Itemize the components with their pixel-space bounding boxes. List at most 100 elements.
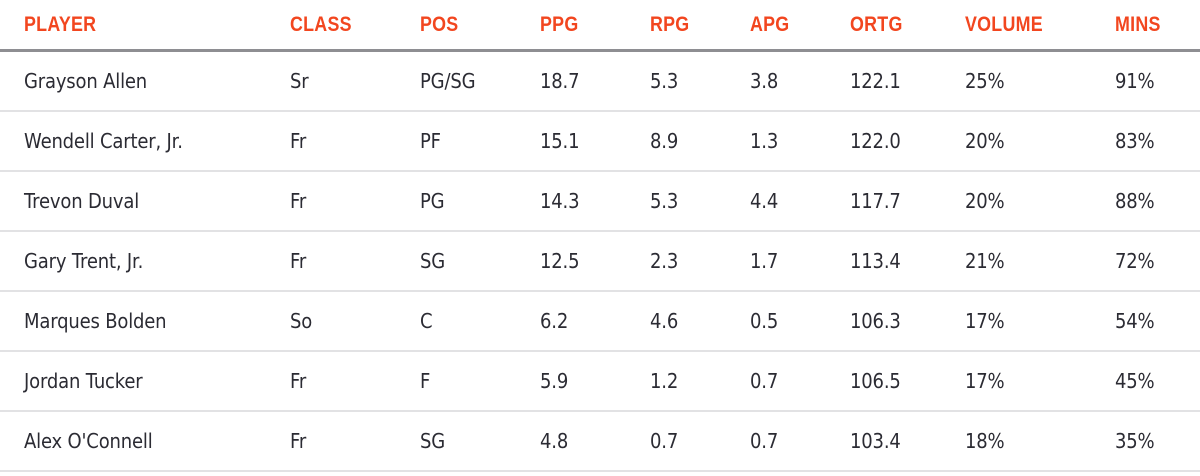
cell-value: 0.7: [650, 429, 679, 453]
column-header-class: CLASS: [290, 0, 420, 52]
cell-value: 45%: [1115, 369, 1155, 393]
cell-ppg: 4.8: [540, 411, 650, 472]
cell-ortg: 113.4: [850, 231, 965, 292]
cell-ortg: 122.0: [850, 111, 965, 172]
cell-player: Jordan Tucker: [0, 351, 290, 412]
cell-ortg: 106.3: [850, 291, 965, 352]
table-row: Gary Trent, Jr. Fr SG 12.5 2.3 1.7 113.4 21% 72%: [0, 231, 1200, 292]
cell-value: PG/SG: [420, 69, 476, 93]
column-header-label: POS: [420, 12, 459, 36]
cell-class: Fr: [290, 111, 420, 172]
cell-ortg: 117.7: [850, 171, 965, 232]
cell-value: 117.7: [850, 189, 901, 213]
cell-value: 72%: [1115, 249, 1155, 273]
cell-value: 88%: [1115, 189, 1155, 213]
cell-apg: 0.7: [750, 351, 850, 412]
cell-pos: PG: [420, 171, 540, 232]
cell-pos: PG/SG: [420, 50, 540, 112]
cell-ppg: 5.9: [540, 351, 650, 412]
cell-rpg: 2.3: [650, 231, 750, 292]
cell-ppg: 15.1: [540, 111, 650, 172]
table-row: Wendell Carter, Jr. Fr PF 15.1 8.9 1.3 122.0 20…: [0, 111, 1200, 172]
cell-value: PG: [420, 189, 445, 213]
column-header-label: APG: [750, 12, 790, 36]
cell-value: Fr: [290, 129, 307, 153]
cell-value: 122.1: [850, 69, 901, 93]
cell-value: 20%: [965, 129, 1005, 153]
cell-value: 4.4: [750, 189, 779, 213]
column-header-player: PLAYER: [0, 0, 290, 52]
cell-apg: 3.8: [750, 50, 850, 112]
cell-mins: 45%: [1115, 351, 1200, 412]
column-header-label: RPG: [650, 12, 690, 36]
cell-ortg: 122.1: [850, 50, 965, 112]
cell-value: 4.8: [540, 429, 569, 453]
table-row: Grayson Allen Sr PG/SG 18.7 5.3 3.8 122.1 25% 91…: [0, 50, 1200, 112]
cell-apg: 4.4: [750, 171, 850, 232]
cell-pos: SG: [420, 411, 540, 472]
cell-value: PF: [420, 129, 441, 153]
table-row: Trevon Duval Fr PG 14.3 5.3 4.4 117.7 20% 88%: [0, 171, 1200, 232]
cell-rpg: 5.3: [650, 50, 750, 112]
cell-value: 4.6: [650, 309, 679, 333]
cell-value: Fr: [290, 429, 307, 453]
table-row: Alex O'Connell Fr SG 4.8 0.7 0.7 103.4 18% 35%: [0, 411, 1200, 472]
cell-player: Grayson Allen: [0, 50, 290, 112]
cell-value: 122.0: [850, 129, 901, 153]
cell-value: Sr: [290, 69, 309, 93]
column-header-label: MINS: [1115, 12, 1161, 36]
column-header-ortg: ORTG: [850, 0, 965, 52]
cell-value: Jordan Tucker: [24, 369, 143, 393]
cell-value: 12.5: [540, 249, 580, 273]
cell-mins: 54%: [1115, 291, 1200, 352]
cell-volume: 20%: [965, 171, 1115, 232]
cell-value: 54%: [1115, 309, 1155, 333]
cell-value: Gary Trent, Jr.: [24, 249, 144, 273]
cell-value: Fr: [290, 189, 307, 213]
cell-value: 3.8: [750, 69, 779, 93]
cell-value: Marques Bolden: [24, 309, 167, 333]
cell-value: 14.3: [540, 189, 580, 213]
cell-value: F: [420, 369, 431, 393]
cell-value: 15.1: [540, 129, 580, 153]
column-header-label: PPG: [540, 12, 579, 36]
cell-player: Wendell Carter, Jr.: [0, 111, 290, 172]
cell-ppg: 14.3: [540, 171, 650, 232]
column-header-pos: POS: [420, 0, 540, 52]
table-row: Jordan Tucker Fr F 5.9 1.2 0.7 106.5 17% 45%: [0, 351, 1200, 412]
cell-ortg: 106.5: [850, 351, 965, 412]
cell-rpg: 8.9: [650, 111, 750, 172]
cell-mins: 35%: [1115, 411, 1200, 472]
column-header-mins: MINS: [1115, 0, 1200, 52]
cell-apg: 0.7: [750, 411, 850, 472]
column-header-rpg: RPG: [650, 0, 750, 52]
cell-ortg: 103.4: [850, 411, 965, 472]
cell-class: Fr: [290, 171, 420, 232]
cell-rpg: 1.2: [650, 351, 750, 412]
cell-class: Fr: [290, 231, 420, 292]
cell-class: Sr: [290, 50, 420, 112]
cell-player: Alex O'Connell: [0, 411, 290, 472]
cell-class: So: [290, 291, 420, 352]
column-header-volume: VOLUME: [965, 0, 1115, 52]
cell-mins: 83%: [1115, 111, 1200, 172]
cell-player: Trevon Duval: [0, 171, 290, 232]
header-row: PLAYER CLASS POS PPG RPG APG ORTG VOLUME MINS: [0, 0, 1200, 52]
cell-ppg: 18.7: [540, 50, 650, 112]
column-header-apg: APG: [750, 0, 850, 52]
cell-player: Marques Bolden: [0, 291, 290, 352]
cell-mins: 91%: [1115, 50, 1200, 112]
cell-apg: 0.5: [750, 291, 850, 352]
cell-value: 2.3: [650, 249, 679, 273]
cell-rpg: 5.3: [650, 171, 750, 232]
cell-value: 8.9: [650, 129, 679, 153]
cell-value: 83%: [1115, 129, 1155, 153]
cell-pos: C: [420, 291, 540, 352]
column-header-ppg: PPG: [540, 0, 650, 52]
cell-pos: SG: [420, 231, 540, 292]
cell-value: 18%: [965, 429, 1005, 453]
cell-value: Fr: [290, 369, 307, 393]
cell-pos: F: [420, 351, 540, 412]
cell-value: 0.5: [750, 309, 779, 333]
